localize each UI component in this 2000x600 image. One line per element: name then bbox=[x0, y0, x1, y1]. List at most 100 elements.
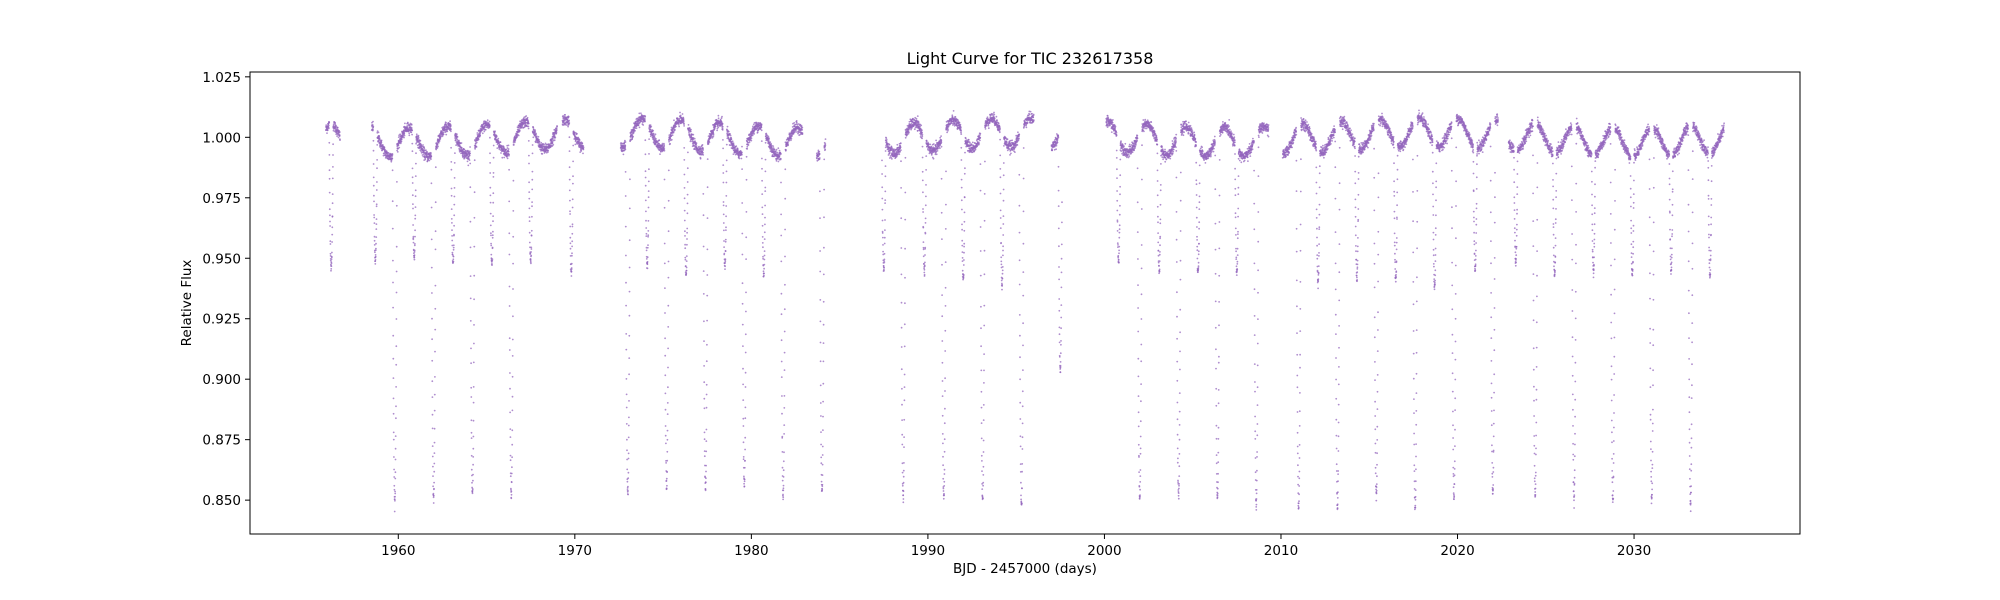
data-point bbox=[571, 198, 574, 201]
data-point bbox=[742, 417, 745, 420]
data-point bbox=[883, 252, 886, 255]
data-point bbox=[940, 139, 943, 142]
data-point bbox=[391, 157, 394, 160]
data-point bbox=[473, 216, 476, 219]
data-point bbox=[420, 150, 422, 153]
data-point bbox=[647, 230, 650, 232]
data-point bbox=[924, 232, 927, 235]
data-point bbox=[980, 305, 982, 308]
data-point bbox=[628, 373, 630, 376]
data-point bbox=[983, 304, 986, 307]
data-point bbox=[703, 438, 706, 441]
data-point bbox=[468, 150, 471, 153]
data-point bbox=[732, 153, 735, 156]
data-point bbox=[531, 152, 534, 155]
data-point bbox=[464, 156, 466, 159]
data-point bbox=[925, 184, 927, 186]
data-point bbox=[652, 129, 655, 132]
data-point bbox=[413, 256, 416, 258]
data-point bbox=[450, 208, 453, 211]
data-point bbox=[717, 126, 720, 129]
data-point bbox=[571, 240, 574, 243]
data-point bbox=[406, 126, 409, 129]
data-point bbox=[445, 124, 448, 126]
data-point bbox=[772, 145, 775, 148]
data-point bbox=[491, 236, 494, 239]
data-point bbox=[820, 456, 823, 459]
data-point bbox=[473, 342, 475, 345]
data-point bbox=[626, 480, 629, 483]
data-point bbox=[472, 463, 474, 466]
data-point bbox=[961, 269, 964, 272]
data-point bbox=[888, 143, 891, 146]
data-point bbox=[979, 136, 982, 139]
data-point bbox=[394, 492, 397, 495]
data-point bbox=[682, 120, 685, 123]
data-point bbox=[452, 246, 455, 249]
data-point bbox=[822, 400, 824, 403]
data-point bbox=[783, 424, 786, 426]
data-point bbox=[571, 223, 574, 226]
data-point bbox=[743, 475, 745, 478]
data-point bbox=[960, 178, 963, 181]
data-point bbox=[782, 460, 785, 463]
data-point bbox=[555, 131, 558, 134]
data-point bbox=[776, 151, 779, 154]
data-point bbox=[901, 484, 904, 487]
data-point bbox=[768, 137, 770, 140]
data-point bbox=[666, 438, 669, 441]
data-point bbox=[530, 246, 533, 249]
data-point bbox=[706, 217, 709, 220]
data-point bbox=[582, 146, 585, 149]
data-point bbox=[819, 250, 821, 252]
data-point bbox=[628, 400, 630, 402]
data-point bbox=[742, 425, 745, 427]
data-point bbox=[940, 211, 943, 214]
data-point bbox=[568, 178, 571, 181]
data-point bbox=[535, 133, 537, 136]
data-point bbox=[507, 144, 510, 147]
data-point bbox=[763, 258, 766, 261]
data-point bbox=[329, 220, 331, 223]
data-point bbox=[537, 135, 540, 138]
data-point bbox=[433, 452, 436, 454]
data-point bbox=[901, 403, 903, 406]
data-point bbox=[331, 226, 334, 229]
data-point bbox=[987, 127, 990, 130]
data-point bbox=[642, 124, 645, 126]
data-point bbox=[904, 276, 906, 279]
data-point bbox=[923, 265, 926, 267]
data-point bbox=[510, 487, 512, 490]
data-point bbox=[373, 214, 375, 216]
data-point bbox=[900, 247, 903, 249]
data-point bbox=[753, 133, 756, 135]
data-point bbox=[571, 206, 574, 209]
data-point bbox=[685, 255, 688, 257]
data-point bbox=[819, 402, 822, 404]
data-point bbox=[683, 197, 686, 200]
data-point bbox=[375, 236, 378, 239]
data-point bbox=[473, 159, 476, 162]
data-point bbox=[706, 319, 708, 322]
data-point bbox=[434, 230, 437, 233]
data-point bbox=[942, 477, 945, 480]
data-point bbox=[511, 338, 514, 341]
data-point bbox=[328, 177, 331, 180]
data-point bbox=[685, 269, 688, 272]
data-point bbox=[823, 188, 825, 191]
data-point bbox=[476, 132, 479, 134]
data-point bbox=[374, 249, 377, 252]
data-point bbox=[582, 145, 585, 148]
data-point bbox=[374, 263, 377, 265]
data-point bbox=[920, 124, 923, 127]
data-point bbox=[393, 488, 396, 491]
data-point bbox=[777, 160, 780, 163]
data-point bbox=[742, 458, 745, 461]
data-point bbox=[329, 214, 331, 217]
data-point bbox=[469, 320, 472, 322]
data-point bbox=[750, 139, 753, 142]
data-point bbox=[895, 155, 898, 158]
data-point bbox=[490, 244, 493, 247]
data-point bbox=[380, 141, 383, 144]
data-point bbox=[393, 468, 395, 471]
